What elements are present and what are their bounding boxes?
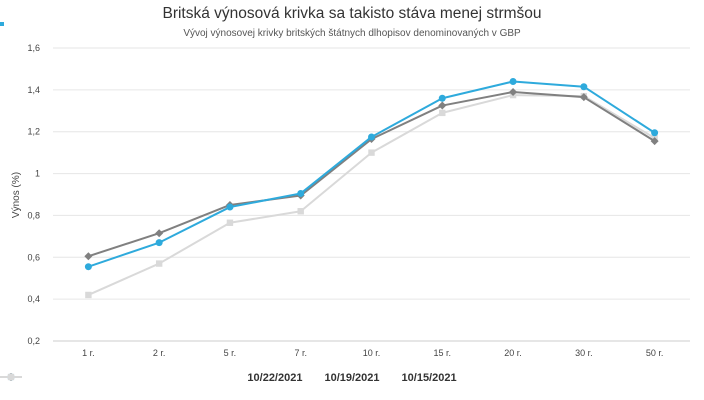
data-point[interactable] bbox=[579, 93, 588, 102]
data-point[interactable] bbox=[650, 137, 659, 146]
data-point[interactable] bbox=[297, 208, 304, 215]
legend-label: 10/19/2021 bbox=[324, 372, 380, 384]
data-point[interactable] bbox=[438, 94, 446, 102]
y-tick-label: 1,6 bbox=[27, 43, 40, 53]
y-tick-label: 1 bbox=[35, 169, 40, 179]
chart-subtitle: Vývoj výnosovej krivky britských štátnyc… bbox=[183, 28, 521, 39]
data-point[interactable] bbox=[368, 149, 375, 156]
data-point[interactable] bbox=[651, 129, 659, 137]
data-point[interactable] bbox=[155, 260, 163, 267]
series-10-15-2021 bbox=[85, 91, 658, 299]
legend: 10/22/2021 10/19/2021 10/15/2021 bbox=[0, 372, 704, 384]
data-point[interactable] bbox=[84, 252, 93, 261]
data-point[interactable] bbox=[155, 239, 163, 247]
series-10-19-2021 bbox=[84, 87, 659, 261]
data-point[interactable] bbox=[226, 203, 234, 211]
series-10-22-2021 bbox=[84, 77, 659, 271]
legend-label: 10/15/2021 bbox=[401, 372, 457, 384]
data-point[interactable] bbox=[85, 291, 92, 299]
y-tick-label: 0,2 bbox=[27, 336, 40, 346]
x-axis-ticks: 1 r. 2 r. 5 r. 7 r. 10 r. 15 r. 20 r. 30 r. 50 r… bbox=[82, 348, 663, 358]
series-line bbox=[87, 94, 656, 296]
data-point[interactable] bbox=[509, 77, 517, 85]
series-layer bbox=[84, 77, 659, 299]
y-axis-title: Výnos (%) bbox=[11, 172, 22, 218]
x-tick-label: 1 r. bbox=[82, 348, 95, 358]
legend-item[interactable]: 10/19/2021 bbox=[0, 372, 380, 384]
x-tick-label: 2 r. bbox=[153, 348, 166, 358]
legend-item[interactable]: 10/15/2021 bbox=[0, 372, 457, 384]
y-axis-ticks: 0,2 0,4 0,6 0,8 1 1,2 1,4 1,6 bbox=[27, 43, 40, 346]
x-tick-label: 30 r. bbox=[575, 348, 593, 358]
y-tick-label: 1,2 bbox=[27, 127, 40, 137]
data-point[interactable] bbox=[368, 133, 375, 141]
y-tick-label: 0,4 bbox=[27, 294, 40, 304]
data-point[interactable] bbox=[439, 109, 446, 117]
legend-label: 10/22/2021 bbox=[247, 372, 303, 384]
y-tick-label: 0,6 bbox=[27, 252, 40, 262]
corner-mark bbox=[0, 22, 4, 26]
chart-title: Britská výnosová krivka sa takisto stáva… bbox=[162, 5, 542, 22]
series-line bbox=[88, 90, 656, 258]
data-point[interactable] bbox=[509, 87, 518, 96]
legend-item[interactable]: 10/22/2021 bbox=[0, 372, 303, 384]
x-tick-label: 10 r. bbox=[363, 348, 381, 358]
x-tick-label: 20 r. bbox=[504, 348, 522, 358]
x-tick-label: 7 r. bbox=[294, 348, 307, 358]
data-point[interactable] bbox=[297, 189, 305, 197]
data-point[interactable] bbox=[438, 101, 447, 110]
x-tick-label: 5 r. bbox=[224, 348, 237, 358]
x-tick-label: 50 r. bbox=[646, 348, 664, 358]
data-point[interactable] bbox=[226, 219, 234, 226]
y-tick-label: 0,8 bbox=[27, 210, 40, 220]
data-point[interactable] bbox=[155, 229, 164, 238]
series-line bbox=[88, 80, 656, 268]
data-point[interactable] bbox=[580, 83, 588, 91]
grid-lines bbox=[53, 47, 690, 342]
x-tick-label: 15 r. bbox=[434, 348, 452, 358]
y-tick-label: 1,4 bbox=[27, 85, 40, 95]
legend-swatch bbox=[0, 373, 22, 381]
data-point[interactable] bbox=[84, 263, 92, 271]
